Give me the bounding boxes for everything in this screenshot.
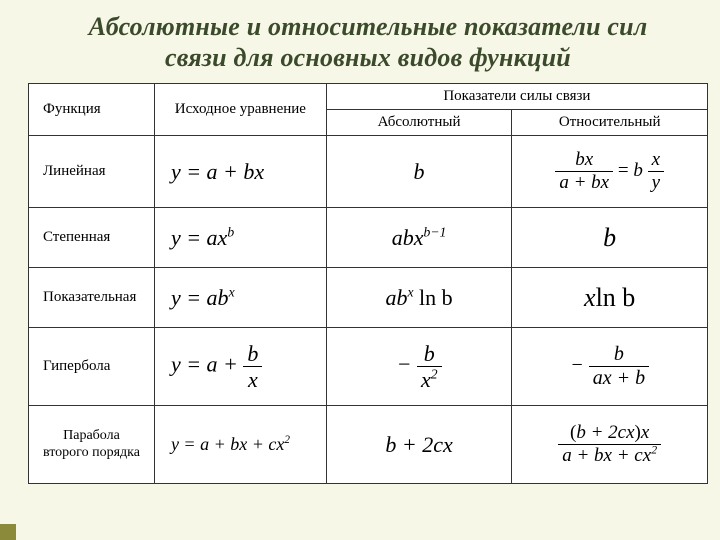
row-abs-linear: b [326, 136, 512, 208]
slide-title: Абсолютные и относительные показатели си… [24, 12, 712, 73]
corner-accent [0, 524, 16, 540]
row-name-hyperbola: Гипербола [29, 328, 155, 406]
row-name-exp: Показательная [29, 268, 155, 328]
header-absolute: Абсолютный [326, 110, 512, 136]
row-rel-parabola: (b + 2cx)x a + bx + cx2 [512, 406, 708, 484]
row-rel-exp: xln b [512, 268, 708, 328]
table-header-row-1: Функция Исходное уравнение Показатели си… [29, 84, 708, 110]
row-eq-linear: y = a + bx [154, 136, 326, 208]
row-eq-power: y = axb [154, 208, 326, 268]
table-row: Линейная y = a + bx b bx a + bx = b x y [29, 136, 708, 208]
title-line-1: Абсолютные и относительные показатели си… [89, 12, 648, 41]
header-relative: Относительный [512, 110, 708, 136]
fraction: b x [243, 342, 262, 391]
header-group: Показатели силы связи [326, 84, 707, 110]
table-row: Степенная y = axb abxb−1 b [29, 208, 708, 268]
row-eq-parabola: y = a + bx + cx2 [154, 406, 326, 484]
row-abs-exp: abx ln b [326, 268, 512, 328]
fraction: b x2 [417, 342, 442, 391]
row-name-linear: Линейная [29, 136, 155, 208]
row-abs-parabola: b + 2cx [326, 406, 512, 484]
fraction: b ax + b [589, 344, 649, 389]
table-row: Гипербола y = a + b x − b x2 − b [29, 328, 708, 406]
row-name-parabola: Парабола второго порядка [29, 406, 155, 484]
row-abs-power: abxb−1 [326, 208, 512, 268]
table-row: Показательная y = abx abx ln b xln b [29, 268, 708, 328]
indicators-table: Функция Исходное уравнение Показатели си… [28, 83, 708, 484]
header-function: Функция [29, 84, 155, 136]
fraction: (b + 2cx)x a + bx + cx2 [558, 423, 661, 466]
table-row: Парабола второго порядка y = a + bx + cx… [29, 406, 708, 484]
header-equation: Исходное уравнение [154, 84, 326, 136]
row-abs-hyperbola: − b x2 [326, 328, 512, 406]
slide: Абсолютные и относительные показатели си… [0, 0, 720, 492]
row-eq-hyperbola: y = a + b x [154, 328, 326, 406]
row-rel-hyperbola: − b ax + b [512, 328, 708, 406]
row-eq-exp: y = abx [154, 268, 326, 328]
row-rel-linear: bx a + bx = b x y [512, 136, 708, 208]
row-rel-power: b [512, 208, 708, 268]
fraction: x y [648, 150, 664, 193]
row-name-power: Степенная [29, 208, 155, 268]
fraction: bx a + bx [555, 150, 613, 193]
title-line-2: связи для основных видов функций [165, 43, 571, 72]
